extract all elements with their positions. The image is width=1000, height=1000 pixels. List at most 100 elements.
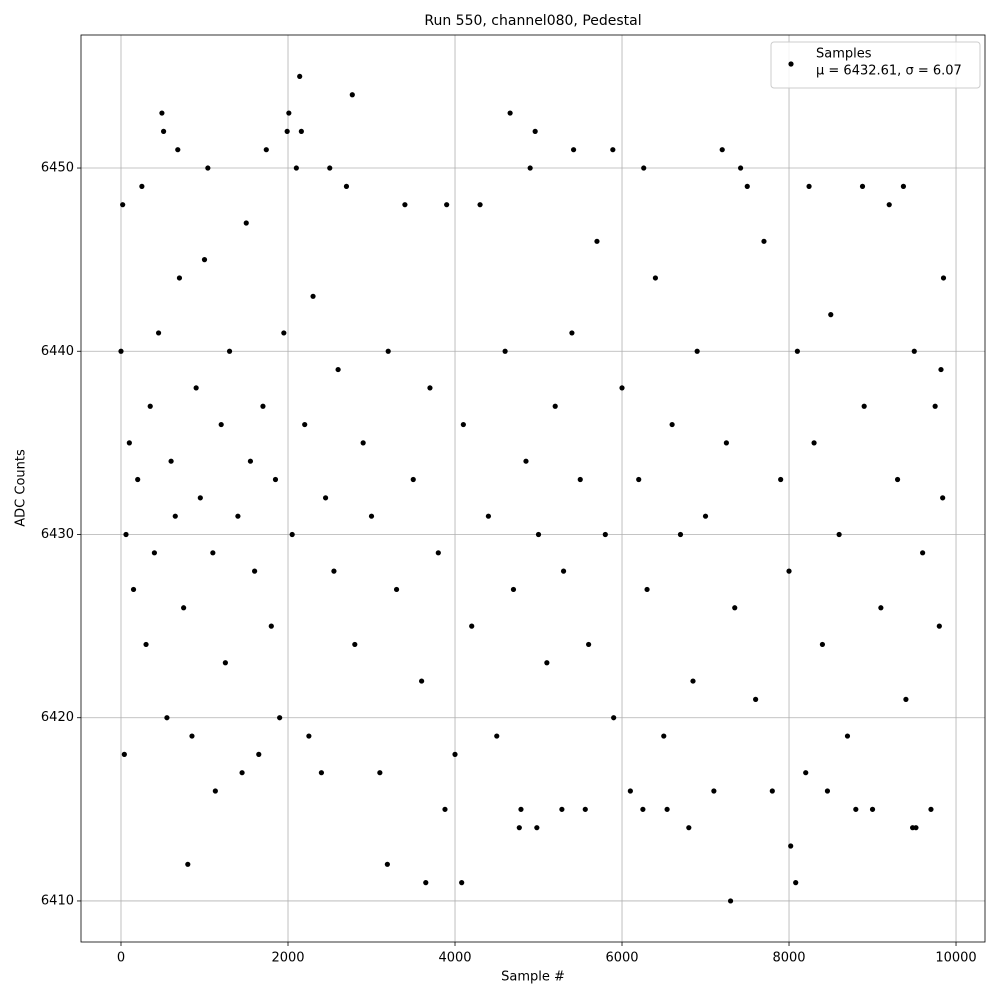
point	[485, 513, 492, 519]
point	[610, 147, 616, 153]
point	[769, 788, 775, 794]
point	[175, 147, 181, 153]
point	[744, 183, 750, 189]
point	[861, 403, 867, 409]
point	[427, 385, 433, 391]
point	[164, 715, 170, 721]
point	[594, 238, 600, 244]
point	[828, 312, 834, 318]
point	[793, 880, 799, 886]
y-tick-label: 6440	[41, 344, 74, 359]
point	[836, 531, 842, 538]
point	[423, 880, 429, 886]
point	[661, 733, 667, 739]
point	[534, 825, 540, 831]
point	[298, 128, 304, 134]
point	[535, 531, 542, 538]
point	[410, 476, 416, 483]
y-tick-label: 6420	[41, 710, 74, 725]
point	[352, 641, 358, 648]
point	[544, 660, 550, 666]
point	[878, 605, 884, 611]
point	[803, 770, 809, 776]
point	[306, 733, 312, 739]
grid	[77, 35, 985, 946]
point	[297, 73, 303, 80]
point	[368, 513, 375, 519]
point	[272, 476, 279, 483]
y-axis-label: ADC Counts	[14, 449, 29, 527]
point	[185, 861, 191, 867]
point	[853, 806, 859, 812]
point	[664, 806, 670, 812]
point	[936, 623, 942, 629]
point	[322, 495, 329, 501]
point	[794, 348, 800, 354]
x-tick-label: 0	[117, 951, 125, 966]
point	[118, 348, 124, 354]
plot-frame	[80, 34, 986, 943]
point	[121, 751, 127, 757]
point	[205, 165, 211, 171]
point	[218, 421, 224, 428]
point	[527, 165, 533, 171]
x-axis-label: Sample #	[501, 970, 565, 985]
point	[385, 348, 391, 354]
point	[384, 861, 390, 867]
point	[494, 733, 500, 739]
point	[903, 696, 909, 703]
point	[869, 806, 876, 812]
x-tick-label: 4000	[438, 951, 471, 966]
point	[913, 825, 919, 831]
point	[560, 568, 567, 574]
point	[719, 147, 725, 153]
point	[737, 165, 744, 171]
point	[201, 257, 208, 263]
point	[284, 128, 290, 134]
point	[442, 806, 448, 812]
y-tick-label: 6430	[41, 527, 74, 542]
point	[155, 330, 162, 336]
point	[469, 623, 475, 629]
point	[210, 550, 216, 556]
point	[444, 202, 450, 208]
point	[641, 165, 647, 171]
point	[640, 806, 646, 812]
point	[811, 440, 817, 446]
point	[435, 550, 441, 556]
point	[569, 330, 575, 336]
point	[277, 715, 283, 721]
point	[349, 92, 355, 98]
point	[327, 165, 333, 171]
point	[260, 403, 266, 409]
point	[510, 586, 517, 593]
point	[247, 458, 254, 464]
point	[727, 898, 734, 904]
point	[123, 531, 129, 538]
point	[151, 550, 157, 556]
point	[263, 147, 269, 153]
point	[761, 238, 767, 244]
point	[819, 641, 826, 648]
point	[694, 348, 700, 354]
point	[518, 806, 524, 812]
point	[302, 421, 308, 428]
point	[268, 623, 274, 629]
point	[143, 641, 149, 648]
point	[318, 770, 325, 776]
point	[928, 806, 934, 812]
point	[570, 147, 577, 153]
point	[360, 440, 366, 446]
point	[894, 476, 901, 483]
point	[619, 385, 625, 391]
point	[477, 202, 483, 208]
point	[686, 825, 692, 831]
point	[168, 458, 174, 464]
point	[189, 733, 195, 739]
point	[723, 440, 729, 446]
points	[118, 73, 947, 904]
point	[252, 568, 258, 574]
point	[235, 513, 241, 519]
point	[459, 880, 465, 886]
point	[732, 605, 738, 611]
